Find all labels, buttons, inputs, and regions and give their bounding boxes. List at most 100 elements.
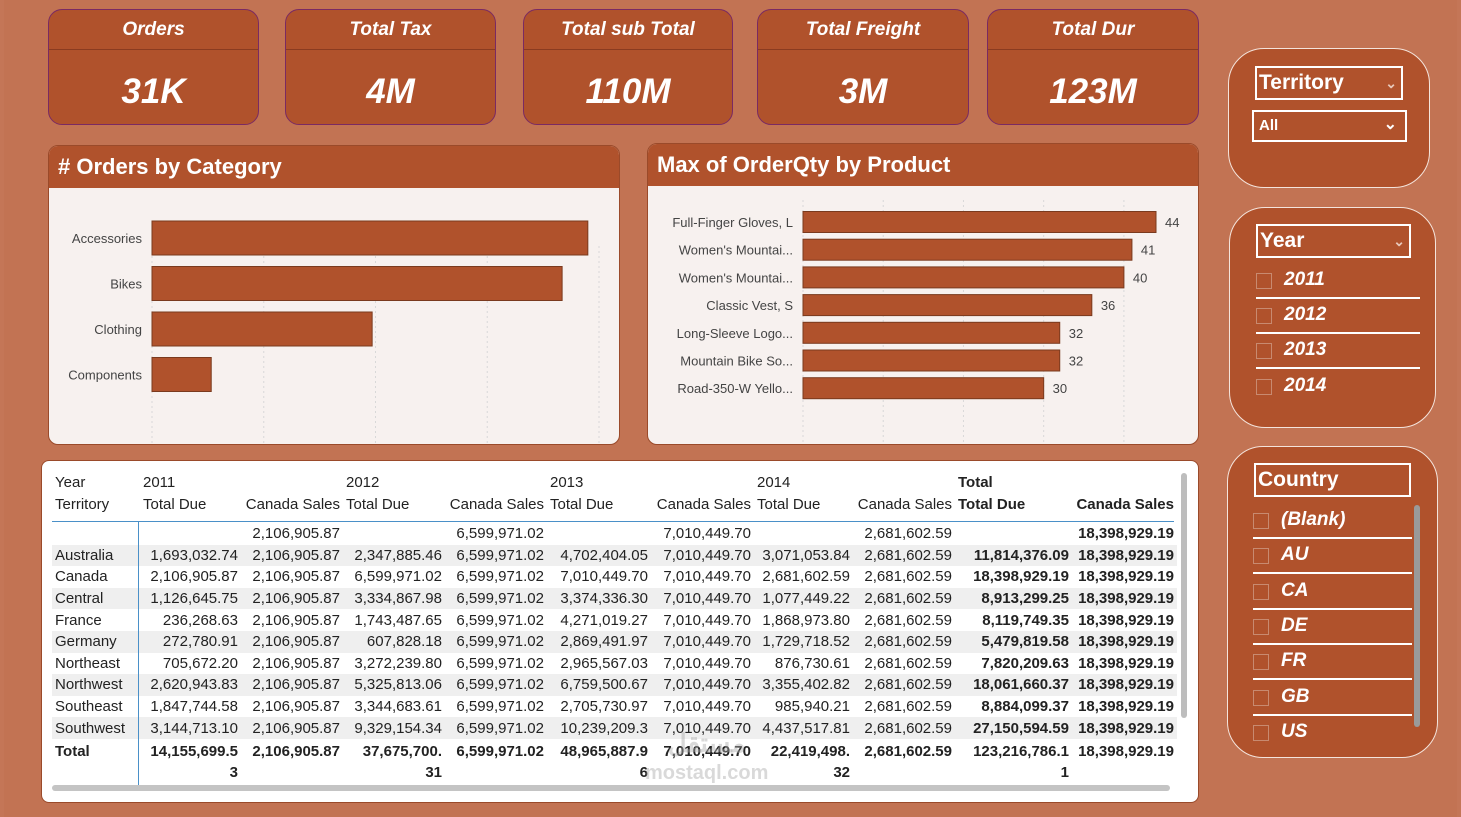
- matrix-grid: Year 2011 2012 2013 2014 Total Territory Total …: [52, 471, 1177, 783]
- table-cell: 2,681,602.59: [864, 525, 952, 543]
- table-cell: 27,150,594.59: [955, 717, 1072, 739]
- slicer-title: Territory ⌄: [1255, 66, 1403, 100]
- year-slicer[interactable]: Year ⌄ 2011 2012 2013 2014: [1229, 207, 1436, 428]
- table-cell: 2,106,905.87: [150, 568, 238, 586]
- kpi-card-total-freight[interactable]: Total Freight 3M: [757, 9, 969, 125]
- table-cell: 1: [1060, 764, 1069, 782]
- table-cell: Southwest: [52, 717, 140, 739]
- table-cell: 985,940.21: [774, 698, 850, 716]
- year-option-2011[interactable]: 2011: [1256, 267, 1420, 299]
- table-cell: [241, 763, 343, 783]
- table-cell: Total Due: [958, 495, 1026, 513]
- country-option-ca[interactable]: CA: [1253, 578, 1412, 610]
- table-cell: 37,675,700.: [362, 743, 442, 761]
- option-label: AU: [1281, 544, 1309, 565]
- table-cell: 18,398,929.19: [1078, 568, 1174, 586]
- data-label: 41: [1141, 243, 1155, 258]
- checkbox[interactable]: [1256, 273, 1272, 289]
- table-cell: [547, 523, 651, 545]
- kpi-title: Total Dur: [988, 10, 1198, 50]
- table-cell: 10,239,209.3: [547, 717, 651, 739]
- option-label: US: [1281, 721, 1308, 742]
- table-cell: Germany: [52, 630, 140, 653]
- table-cell: 9,329,154.34: [343, 717, 445, 739]
- table-row: Northwest 2,620,943.83 2,106,905.87 5,325,8…: [52, 674, 1177, 696]
- table-cell: 2,106,905.87: [252, 611, 340, 629]
- checkbox[interactable]: [1253, 619, 1269, 635]
- kpi-title: Orders: [49, 10, 258, 50]
- checkbox[interactable]: [1253, 654, 1269, 670]
- kpi-card-total-tax[interactable]: Total Tax 4M: [285, 9, 496, 125]
- checkbox[interactable]: [1253, 513, 1269, 529]
- checkbox[interactable]: [1253, 548, 1269, 564]
- table-cell: Total Due: [143, 495, 207, 513]
- checkbox[interactable]: [1256, 379, 1272, 395]
- bar: [802, 377, 1045, 400]
- year-option-2012[interactable]: 2012: [1256, 302, 1420, 334]
- kpi-card-total-due[interactable]: Total Dur 123M: [987, 9, 1199, 125]
- table-cell: 2,965,567.03: [560, 654, 648, 672]
- table-cell: 6,599,971.02: [354, 568, 442, 586]
- table-cell: 2,681,602.59: [864, 654, 952, 672]
- table-cell: 1,729,718.52: [754, 630, 853, 653]
- chevron-down-icon[interactable]: ⌄: [1385, 75, 1397, 91]
- year-option-2013[interactable]: 2013: [1256, 337, 1420, 369]
- max-orderqty-by-product-plot: 010203040Full-Finger Gloves, L44Women's …: [672, 200, 1179, 444]
- sales-matrix-table[interactable]: Year 2011 2012 2013 2014 Total Territory Total …: [41, 460, 1199, 803]
- option-label: 2014: [1284, 375, 1327, 396]
- table-cell: 2,681,602.59: [864, 743, 952, 761]
- country-option-gb[interactable]: GB: [1253, 684, 1412, 716]
- table-cell: Canada Sales: [449, 495, 544, 513]
- header-divider: [52, 521, 1174, 522]
- checkbox[interactable]: [1256, 308, 1272, 324]
- table-cell: Year: [55, 473, 86, 491]
- territory-dropdown[interactable]: All ⌄: [1252, 110, 1407, 142]
- table-cell: [52, 523, 140, 545]
- country-slicer[interactable]: Country (Blank) AU CA DE FR GB US: [1227, 446, 1438, 758]
- country-option-au[interactable]: AU: [1253, 542, 1412, 574]
- table-cell: 2013: [550, 473, 584, 491]
- country-option-de[interactable]: DE: [1253, 613, 1412, 645]
- category-label: Components: [68, 368, 142, 383]
- checkbox[interactable]: [1253, 584, 1269, 600]
- territory-slicer[interactable]: Territory ⌄ All ⌄: [1228, 48, 1430, 188]
- table-cell: 2,347,885.46: [343, 544, 445, 567]
- table-cell: Canada Sales: [857, 495, 952, 513]
- slicer-scrollbar[interactable]: [1414, 505, 1420, 727]
- table-cell: 7,010,449.70: [651, 630, 754, 653]
- orders-by-category-chart[interactable]: # Orders by Category 0K5K10K15K20KAccess…: [48, 145, 620, 445]
- kpi-value: 123M: [1049, 72, 1137, 111]
- country-option-blank[interactable]: (Blank): [1253, 507, 1412, 539]
- checkbox[interactable]: [1253, 725, 1269, 741]
- kpi-card-total-sub-total[interactable]: Total sub Total 110M: [523, 9, 733, 125]
- table-cell: Canada Sales: [245, 495, 340, 513]
- option-label: FR: [1281, 650, 1307, 671]
- table-total-row: Total 14,155,699.5 2,106,905.87 37,675,700.…: [52, 741, 1177, 763]
- chevron-down-icon[interactable]: ⌄: [1393, 233, 1405, 249]
- checkbox[interactable]: [1253, 690, 1269, 706]
- table-cell: [140, 523, 241, 545]
- table-cell: Total: [958, 473, 993, 491]
- option-label: 2013: [1284, 339, 1327, 360]
- vertical-scrollbar[interactable]: [1181, 473, 1187, 718]
- table-cell: 18,398,929.19: [1078, 654, 1174, 672]
- kpi-title: Total sub Total: [524, 10, 732, 50]
- kpi-card-orders[interactable]: Orders 31K: [48, 9, 259, 125]
- max-orderqty-by-product-chart[interactable]: Max of OrderQty by Product 010203040Full…: [647, 143, 1199, 445]
- table-cell: 7,010,449.70: [651, 587, 754, 610]
- table-cell: 18,061,660.37: [955, 674, 1072, 696]
- table-cell: [52, 763, 140, 783]
- table-cell: 18,398,929.19: [1072, 587, 1177, 610]
- table-cell: [343, 523, 445, 545]
- year-option-2014[interactable]: 2014: [1256, 373, 1420, 405]
- kpi-value: 3M: [838, 72, 888, 111]
- checkbox[interactable]: [1256, 343, 1272, 359]
- table-cell: 1,743,487.65: [354, 611, 442, 629]
- horizontal-scrollbar[interactable]: [52, 785, 1170, 791]
- table-row: 2,106,905.87 6,599,971.02 7,010,449.70 2,68…: [52, 523, 1177, 545]
- country-option-us[interactable]: US: [1253, 719, 1412, 751]
- table-cell: 8,913,299.25: [955, 587, 1072, 610]
- kpi-title: Total Tax: [286, 10, 495, 50]
- table-cell: [1072, 763, 1177, 783]
- country-option-fr[interactable]: FR: [1253, 648, 1412, 680]
